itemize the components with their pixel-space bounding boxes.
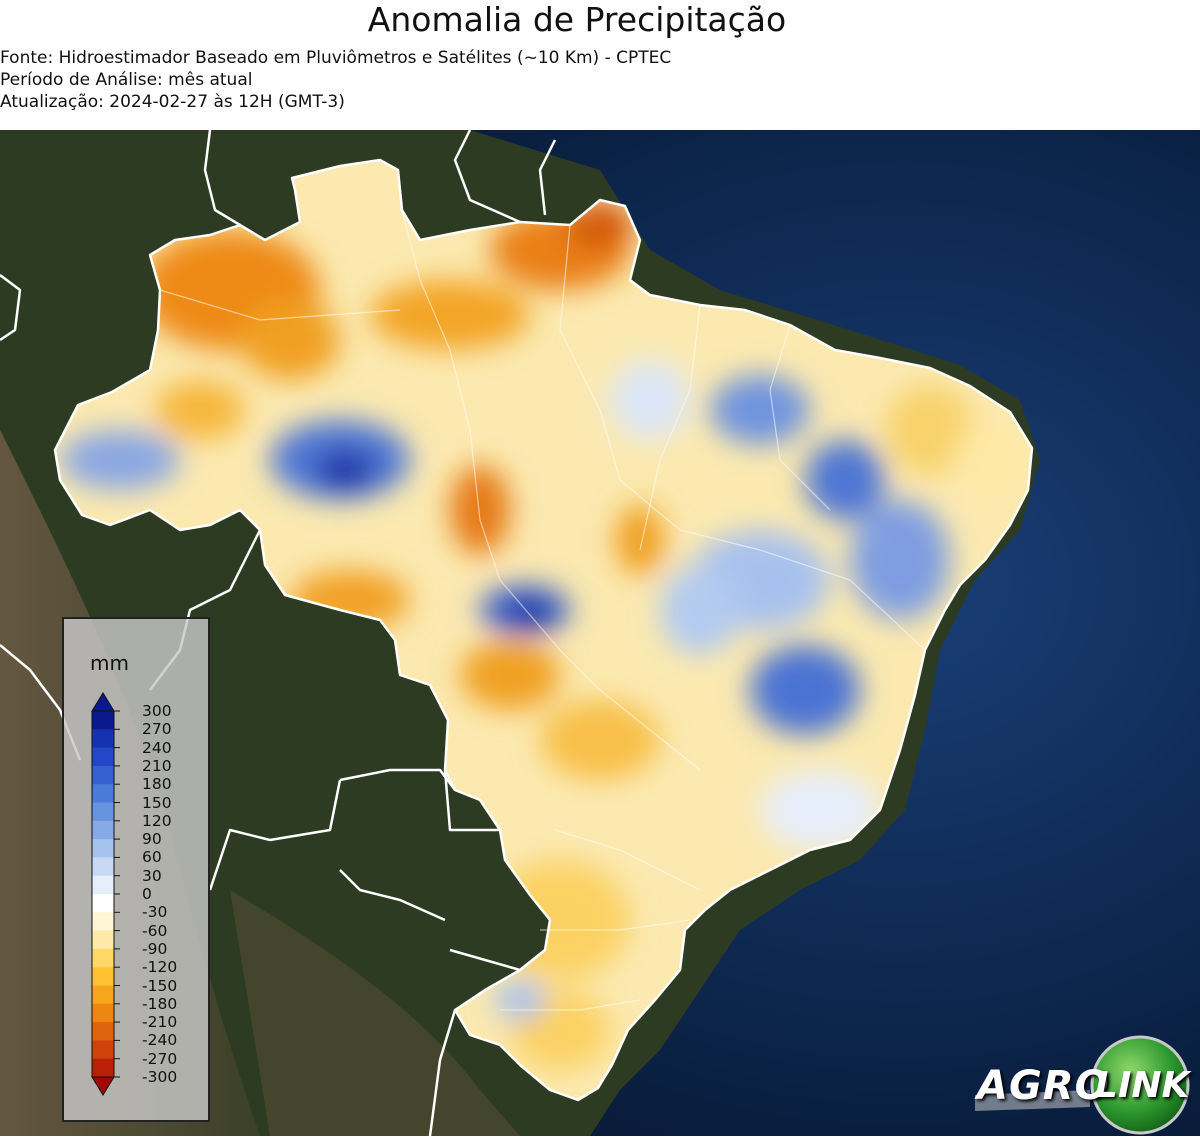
colorbar-segment <box>92 1058 114 1078</box>
colorbar-segment <box>92 912 114 932</box>
colorbar-segment <box>92 765 114 785</box>
colorbar-tick-label: -240 <box>142 1031 178 1050</box>
legend-unit: mm <box>90 651 129 675</box>
colorbar-tick-label: -300 <box>142 1068 178 1086</box>
logo-word-link: LINK <box>1095 1065 1190 1106</box>
colorbar-segment <box>92 967 114 986</box>
colorbar-segment <box>92 875 114 895</box>
colorbar-tick-label: 240 <box>142 738 172 757</box>
colorbar-tick-label: -270 <box>142 1049 178 1068</box>
colorbar-min-arrow <box>91 1076 115 1096</box>
colorbar-tick-label: -90 <box>142 939 168 958</box>
colorbar-tick-label: 180 <box>142 775 172 794</box>
colorbar-tick-label: 210 <box>142 756 172 775</box>
colorbar <box>91 692 120 1096</box>
colorbar-segment <box>92 820 114 840</box>
colorbar-tick-label: 0 <box>142 885 152 903</box>
colorbar-tick-label: -60 <box>142 921 168 940</box>
colorbar-tick-label: 300 <box>142 702 172 720</box>
colorbar-segment <box>92 711 114 730</box>
colorbar-segment <box>92 1040 114 1060</box>
colorbar-tick-label: 90 <box>142 830 162 849</box>
colorbar-segment <box>92 1022 114 1041</box>
period-line: Período de Análise: mês atual <box>0 70 253 90</box>
colorbar-tick-label: 120 <box>142 811 172 830</box>
agrolink-logo: AGRO LINK <box>975 1035 1190 1135</box>
colorbar-segment <box>92 985 114 1005</box>
colorbar-tick-label: 30 <box>142 866 162 885</box>
colorbar-tick-label: 150 <box>142 793 172 812</box>
colorbar-segment <box>92 948 114 968</box>
colorbar-tick-label: -180 <box>142 994 178 1013</box>
colorbar-segment <box>92 784 114 803</box>
colorbar-segment <box>92 894 114 913</box>
colorbar-segment <box>92 729 114 749</box>
precipitation-anomaly-map <box>0 130 1200 1136</box>
update-line: Atualização: 2024-02-27 às 12H (GMT-3) <box>0 92 345 112</box>
colorbar-tick-label: -120 <box>142 958 178 977</box>
colorbar-segment <box>92 747 114 767</box>
colorbar-tick-label: -150 <box>142 976 178 995</box>
map-title: Anomalia de Precipitação <box>367 0 787 39</box>
colorbar-max-arrow <box>91 692 115 712</box>
colorbar-tick-label: -30 <box>142 903 168 922</box>
colorbar-tick-label: 60 <box>142 848 162 867</box>
colorbar-tick-label: -210 <box>142 1013 178 1032</box>
colorbar-segment <box>92 1003 114 1023</box>
colorbar-legend: mm 300 270 240 210 180 150 120 90 60 30 0 -30 -60 -90… <box>62 617 210 1122</box>
colorbar-segment <box>92 857 114 877</box>
colorbar-tick-label: 270 <box>142 720 172 739</box>
colorbar-segment <box>92 839 114 858</box>
source-line: Fonte: Hidroestimador Baseado em Pluviôm… <box>0 48 672 68</box>
colorbar-segment <box>92 802 114 822</box>
country-borders <box>0 130 1034 1136</box>
colorbar-segment <box>92 930 114 950</box>
logo-word-agro: AGRO <box>977 1063 1110 1109</box>
